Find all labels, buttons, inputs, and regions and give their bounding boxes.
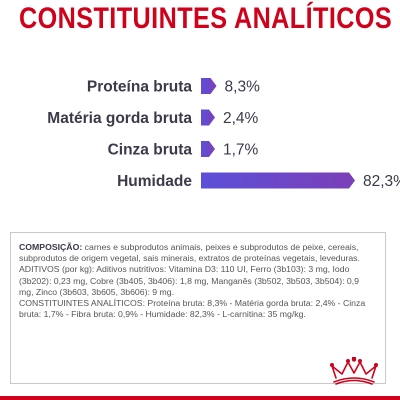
composition-text-block: COMPOSIÇÃO: carnes e subprodutos animais… bbox=[19, 242, 374, 320]
bar bbox=[201, 172, 355, 189]
category-label: Proteína bruta bbox=[87, 79, 192, 96]
composition-box bbox=[10, 232, 386, 384]
bar bbox=[201, 141, 215, 157]
nutrition-bar-chart: Proteína bruta 8,3% Matéria gorda bruta 2,4… bbox=[47, 78, 400, 190]
composition-paragraph: COMPOSIÇÃO: carnes e subprodutos animais… bbox=[19, 242, 374, 264]
analytical-paragraph: CONSTITUINTES ANALÍTICOS: Proteína bruta… bbox=[19, 298, 366, 320]
bar bbox=[201, 78, 217, 94]
composition-text: carnes e subprodutos animais, peixes e s… bbox=[19, 242, 360, 264]
category-label: Humidade bbox=[117, 173, 192, 190]
additives-paragraph: ADITIVOS (por kg): Aditivos nutritivos: … bbox=[19, 264, 360, 297]
page-title: CONSTITUINTES ANALÍTICOS bbox=[19, 2, 393, 35]
category-label: Matéria gorda bruta bbox=[47, 110, 192, 127]
category-label: Cinza bruta bbox=[108, 142, 193, 159]
value-label: 1,7% bbox=[223, 142, 259, 159]
bar bbox=[201, 109, 215, 126]
composition-label: COMPOSIÇÃO: bbox=[19, 242, 83, 252]
value-label: 8,3% bbox=[225, 79, 261, 96]
value-label: 82,3% bbox=[363, 173, 400, 190]
crown-logo-icon bbox=[330, 357, 378, 385]
bottom-brand-rule bbox=[0, 396, 400, 400]
value-label: 2,4% bbox=[223, 110, 259, 127]
